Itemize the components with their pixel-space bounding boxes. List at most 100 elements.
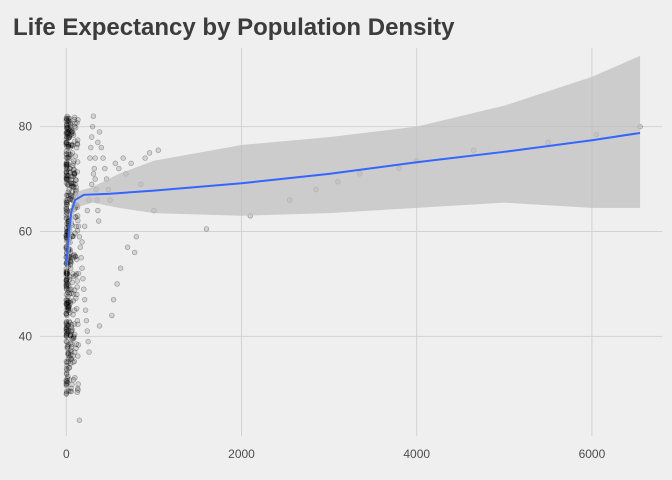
scatter-point — [63, 212, 69, 218]
scatter-point — [72, 120, 78, 126]
scatter-point — [74, 120, 80, 126]
scatter-point — [66, 303, 72, 309]
scatter-point — [66, 349, 72, 356]
scatter-point — [64, 312, 70, 319]
scatter-point — [65, 388, 72, 394]
scatter-point — [63, 169, 69, 175]
scatter-point — [65, 304, 72, 311]
scatter-point — [64, 124, 70, 131]
scatter-point — [63, 301, 70, 307]
scatter-point — [63, 205, 70, 212]
scatter-point — [74, 385, 81, 392]
scatter-point — [66, 276, 73, 283]
scatter-point — [86, 349, 92, 355]
scatter-point — [65, 182, 71, 188]
scatter-point — [66, 318, 72, 325]
scatter-point — [63, 141, 70, 148]
scatter-point — [63, 377, 69, 384]
scatter-point — [64, 378, 70, 384]
scatter-point — [68, 120, 74, 127]
scatter-point — [65, 299, 72, 305]
scatter-point — [65, 143, 72, 150]
scatter-point — [109, 312, 115, 319]
scatter-point — [65, 129, 72, 135]
scatter-point — [63, 151, 69, 157]
scatter-point — [85, 338, 91, 345]
scatter-point — [74, 389, 80, 395]
scatter-point — [64, 130, 70, 137]
scatter-point — [64, 139, 70, 145]
scatter-point — [68, 324, 75, 330]
scatter-point — [66, 304, 72, 310]
scatter-point — [69, 184, 75, 190]
scatter-point — [76, 417, 83, 423]
scatter-point — [64, 176, 71, 182]
scatter-point — [74, 284, 80, 290]
scatter-point — [68, 265, 74, 272]
scatter-point — [73, 295, 79, 301]
scatter-point — [63, 165, 70, 171]
scatter-point — [70, 359, 76, 365]
scatter-point — [63, 175, 70, 182]
scatter-point — [63, 115, 70, 121]
scatter-point — [71, 116, 78, 123]
scatter-point — [65, 299, 71, 306]
scatter-point — [95, 139, 101, 146]
y-tick-label: 40 — [19, 329, 33, 343]
scatter-point — [73, 341, 80, 347]
scatter-point — [63, 301, 69, 307]
scatter-point — [70, 377, 77, 383]
scatter-point — [75, 342, 82, 348]
scatter-point — [65, 344, 71, 350]
scatter-point — [70, 184, 77, 190]
scatter-point — [66, 134, 73, 140]
scatter-point — [128, 160, 134, 167]
scatter-point — [63, 215, 69, 222]
scatter-point — [64, 345, 71, 352]
scatter-point — [65, 118, 72, 124]
scatter-point — [69, 327, 76, 333]
scatter-point — [88, 144, 94, 151]
scatter-point — [63, 278, 70, 284]
scatter-point — [63, 326, 70, 332]
scatter-point — [63, 284, 70, 290]
scatter-point — [64, 210, 70, 216]
y-tick-label: 60 — [19, 225, 33, 239]
scatter-point — [96, 129, 103, 135]
scatter-point — [64, 370, 70, 376]
scatter-point — [71, 335, 77, 342]
scatter-point — [65, 281, 71, 287]
scatter-point — [75, 381, 81, 387]
scatter-point — [63, 286, 70, 292]
scatter-point — [65, 373, 71, 380]
scatter-point — [64, 328, 70, 334]
scatter-point — [64, 197, 71, 203]
scatter-point — [65, 293, 71, 300]
scatter-point — [63, 311, 70, 317]
scatter-point — [67, 121, 73, 127]
scatter-point — [66, 168, 72, 174]
scatter-point — [66, 186, 73, 193]
scatter-point — [71, 252, 77, 259]
scatter-point — [73, 272, 79, 279]
scatter-point — [66, 291, 73, 297]
scatter-point — [63, 388, 70, 395]
scatter-point — [69, 336, 76, 342]
scatter-point — [71, 254, 77, 261]
scatter-point — [63, 282, 69, 288]
scatter-point — [114, 281, 120, 287]
scatter-point — [63, 310, 69, 317]
scatter-point — [63, 201, 70, 208]
scatter-point — [65, 352, 72, 358]
scatter-point — [63, 320, 69, 326]
scatter-point — [69, 381, 75, 388]
scatter-point — [68, 142, 74, 149]
scatter-point — [64, 129, 70, 135]
scatter-point — [65, 150, 71, 156]
scatter-point — [74, 213, 81, 219]
scatter-point — [81, 296, 88, 303]
scatter-point — [64, 380, 71, 386]
scatter-point — [68, 344, 75, 350]
scatter-point — [64, 305, 71, 311]
scatter-point — [81, 223, 88, 229]
